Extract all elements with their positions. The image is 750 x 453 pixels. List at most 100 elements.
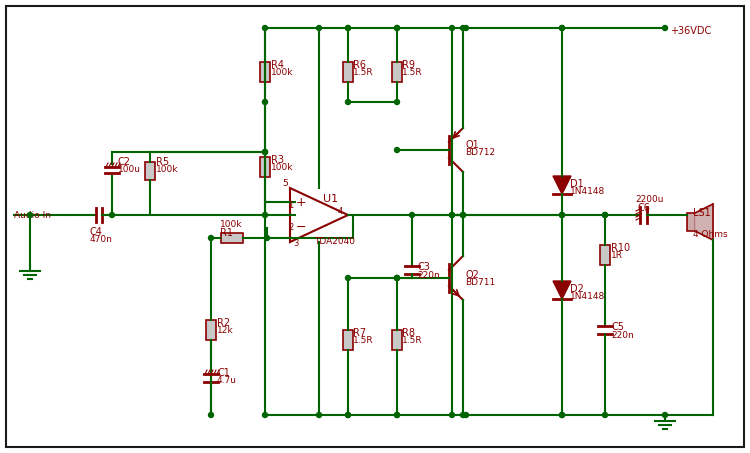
FancyBboxPatch shape [343,330,353,350]
Text: 4 Ohms: 4 Ohms [693,230,728,239]
Circle shape [316,413,322,418]
Text: 220n: 220n [417,271,440,280]
Text: 1.5R: 1.5R [353,68,374,77]
Text: Audio In: Audio In [14,211,51,220]
Text: LS1: LS1 [693,208,711,218]
Circle shape [394,275,400,280]
Circle shape [662,25,668,30]
Text: 1N4148: 1N4148 [570,187,605,196]
Text: 1.5R: 1.5R [402,68,423,77]
Text: R9: R9 [402,60,415,70]
Text: BD712: BD712 [465,148,495,157]
Text: D2: D2 [570,284,584,294]
Text: 100k: 100k [271,68,293,77]
Text: +36VDC: +36VDC [670,26,711,36]
FancyBboxPatch shape [343,62,353,82]
FancyBboxPatch shape [221,233,243,243]
Text: C2: C2 [118,157,131,167]
Circle shape [602,212,608,217]
Circle shape [560,212,565,217]
Circle shape [602,212,608,217]
Text: 2: 2 [288,222,293,231]
Polygon shape [553,281,571,299]
Text: 1.5R: 1.5R [353,336,374,345]
Text: R4: R4 [271,60,284,70]
Circle shape [262,25,268,30]
Circle shape [346,100,350,105]
Polygon shape [695,204,713,240]
FancyBboxPatch shape [145,162,155,180]
Circle shape [394,275,400,280]
Text: R2: R2 [217,318,230,328]
Text: 1N4148: 1N4148 [570,292,605,301]
Text: 1: 1 [288,201,293,209]
Text: C3: C3 [417,262,430,272]
Circle shape [602,413,608,418]
Text: R10: R10 [611,243,630,253]
Text: 2200u: 2200u [635,195,664,204]
Text: −: − [296,221,307,233]
Circle shape [560,413,565,418]
Circle shape [346,25,350,30]
Text: R3: R3 [271,155,284,165]
Circle shape [560,212,565,217]
Text: +: + [296,197,307,209]
Text: 470n: 470n [90,235,112,244]
Circle shape [394,275,400,280]
Circle shape [449,413,454,418]
Circle shape [394,25,400,30]
Circle shape [262,149,268,154]
Circle shape [394,100,400,105]
Text: C6: C6 [637,203,650,213]
FancyBboxPatch shape [260,157,270,177]
Circle shape [460,212,466,217]
Circle shape [394,413,400,418]
Text: BD711: BD711 [465,278,495,287]
Circle shape [449,212,454,217]
Text: TDA2040: TDA2040 [314,237,355,246]
Circle shape [662,413,668,418]
FancyBboxPatch shape [392,330,402,350]
Circle shape [449,25,454,30]
Circle shape [262,413,268,418]
Text: U1: U1 [323,194,338,204]
Text: D1: D1 [570,179,584,189]
Text: 4.7u: 4.7u [217,376,237,385]
Circle shape [316,25,322,30]
Circle shape [449,212,454,217]
Circle shape [346,25,350,30]
FancyBboxPatch shape [206,320,216,340]
Text: 100k: 100k [220,220,242,229]
Circle shape [560,25,565,30]
Circle shape [464,413,469,418]
Circle shape [394,25,400,30]
Polygon shape [553,176,571,194]
Text: R6: R6 [353,60,366,70]
Circle shape [265,236,269,241]
Text: Q1: Q1 [465,140,478,150]
Circle shape [394,148,400,153]
Circle shape [560,25,565,30]
Circle shape [262,149,268,154]
Text: R8: R8 [402,328,415,338]
Text: 4: 4 [338,207,344,216]
Circle shape [209,413,214,418]
Text: 5: 5 [282,179,288,188]
Circle shape [346,413,350,418]
Text: 12k: 12k [217,326,234,335]
Text: C5: C5 [611,322,624,332]
Circle shape [346,275,350,280]
Bar [687,213,695,231]
Circle shape [28,212,32,217]
Text: 220n: 220n [611,331,634,340]
Circle shape [346,413,350,418]
Circle shape [209,236,214,241]
FancyBboxPatch shape [260,62,270,82]
Circle shape [460,25,466,30]
FancyBboxPatch shape [600,245,610,265]
Text: 100k: 100k [156,165,178,174]
Text: R5: R5 [156,157,170,167]
Circle shape [464,25,469,30]
Text: Q2: Q2 [465,270,478,280]
Text: C4: C4 [90,227,103,237]
